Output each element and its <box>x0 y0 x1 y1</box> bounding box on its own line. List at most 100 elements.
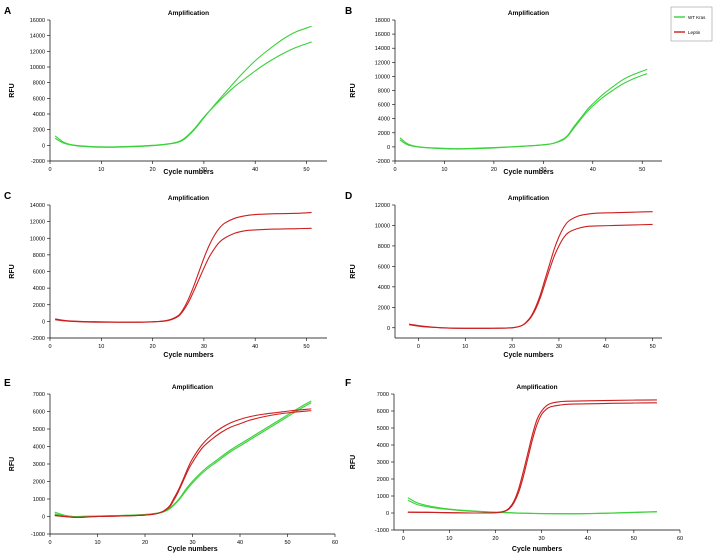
series-line-leptin-2 <box>55 211 312 323</box>
chart-panels: A Amplification-2000020004000600080001000… <box>4 6 683 553</box>
legend-box <box>670 6 713 42</box>
x-tick-label: 10 <box>98 167 104 173</box>
series-line-wt-kras-2 <box>54 25 312 148</box>
series-line-leptin-1 <box>408 223 653 329</box>
y-axis-label: RFU <box>9 264 16 278</box>
x-axis-label: Cycle numbers <box>503 352 553 359</box>
x-tick-label: 60 <box>677 536 683 542</box>
series-line-wt-kras-1 <box>407 497 657 515</box>
chart-title: Amplification <box>516 384 557 391</box>
x-tick-label: 0 <box>48 167 51 173</box>
y-tick-label: 0 <box>42 515 45 521</box>
y-tick-label: 7000 <box>33 392 45 398</box>
y-tick-label: 2000 <box>33 303 45 309</box>
y-tick-label: 12000 <box>375 60 390 66</box>
y-tick-label: 7000 <box>377 392 389 398</box>
x-tick-label: 20 <box>150 344 156 350</box>
x-tick-label: 50 <box>303 344 309 350</box>
x-tick-label: 30 <box>201 167 207 173</box>
y-tick-label: 12000 <box>30 49 45 55</box>
y-tick-label: 8000 <box>378 244 390 250</box>
x-tick-label: 40 <box>585 536 591 542</box>
y-axis-label: RFU <box>350 455 357 469</box>
series-line-leptin-4 <box>54 408 312 518</box>
y-tick-label: 6000 <box>378 264 390 270</box>
panel-letter-e: E <box>4 378 11 389</box>
y-tick-label: -1000 <box>375 528 389 534</box>
x-tick-label: 10 <box>94 540 100 546</box>
y-axis-label: RFU <box>350 83 357 97</box>
x-tick-label: 40 <box>590 167 596 173</box>
y-tick-label: 10000 <box>375 223 390 229</box>
y-tick-label: 6000 <box>33 270 45 276</box>
x-tick-label: 60 <box>332 540 338 546</box>
y-axis-label: RFU <box>350 264 357 278</box>
y-tick-label: 14000 <box>375 46 390 52</box>
y-tick-label: 16000 <box>30 18 45 24</box>
chart-title: Amplification <box>508 10 549 17</box>
x-tick-label: 10 <box>462 344 468 350</box>
x-tick-label: 0 <box>48 344 51 350</box>
x-tick-label: 30 <box>189 540 195 546</box>
y-tick-label: 2000 <box>377 477 389 483</box>
panel-letter-c: C <box>4 191 11 202</box>
y-tick-label: 4000 <box>377 443 389 449</box>
series-line-wt-kras-2 <box>399 68 648 150</box>
chart-panel-b: B Amplification-2000020004000600080001000… <box>345 6 662 176</box>
y-tick-label: 0 <box>42 319 45 325</box>
y-tick-label: 2000 <box>33 128 45 134</box>
y-tick-label: 14000 <box>30 34 45 40</box>
chart-title: Amplification <box>168 10 209 17</box>
x-tick-label: 50 <box>631 536 637 542</box>
y-tick-label: 8000 <box>378 89 390 95</box>
y-tick-label: 6000 <box>33 410 45 416</box>
series-line-leptin-3 <box>407 402 657 514</box>
y-tick-label: 1000 <box>377 494 389 500</box>
y-tick-label: -2000 <box>376 159 390 165</box>
x-tick-label: 20 <box>142 540 148 546</box>
y-tick-label: 2000 <box>378 305 390 311</box>
x-tick-label: 10 <box>446 536 452 542</box>
series-line-leptin-4 <box>407 399 657 514</box>
y-axis-label: RFU <box>9 83 16 97</box>
y-tick-label: 0 <box>42 143 45 149</box>
y-tick-label: 3000 <box>377 460 389 466</box>
x-tick-label: 20 <box>150 167 156 173</box>
y-axis-label: RFU <box>9 457 16 471</box>
series-line-wt-kras-2 <box>407 499 657 515</box>
chart-title: Amplification <box>172 384 213 391</box>
x-tick-label: 50 <box>639 167 645 173</box>
series-line-wt-kras-1 <box>54 402 312 518</box>
y-tick-label: 6000 <box>33 96 45 102</box>
panel-letter-b: B <box>345 6 352 17</box>
y-tick-label: 12000 <box>30 220 45 226</box>
x-tick-label: 40 <box>252 344 258 350</box>
y-tick-label: -2000 <box>31 336 45 342</box>
x-tick-label: 0 <box>417 344 420 350</box>
y-tick-label: 6000 <box>377 409 389 415</box>
x-axis-label: Cycle numbers <box>163 352 213 359</box>
y-tick-label: 4000 <box>33 445 45 451</box>
y-tick-label: 0 <box>387 145 390 151</box>
x-axis-label: Cycle numbers <box>503 169 553 176</box>
series-line-wt-kras-1 <box>399 73 648 150</box>
y-tick-label: -2000 <box>31 159 45 165</box>
y-tick-label: 10000 <box>30 65 45 71</box>
y-tick-label: 3000 <box>33 462 45 468</box>
x-tick-label: 40 <box>603 344 609 350</box>
y-tick-label: 1000 <box>33 497 45 503</box>
series-line-wt-kras-2 <box>54 400 312 518</box>
x-tick-label: 0 <box>48 540 51 546</box>
x-tick-label: 0 <box>393 167 396 173</box>
chart-panel-c: C Amplification-2000020004000600080001000… <box>4 191 327 359</box>
x-tick-label: 30 <box>540 167 546 173</box>
x-tick-label: 20 <box>509 344 515 350</box>
x-tick-label: 40 <box>237 540 243 546</box>
x-tick-label: 50 <box>303 167 309 173</box>
panel-letter-a: A <box>4 6 11 17</box>
x-tick-label: 30 <box>539 536 545 542</box>
x-tick-label: 20 <box>491 167 497 173</box>
y-tick-label: 4000 <box>378 117 390 123</box>
y-tick-label: 4000 <box>378 285 390 291</box>
